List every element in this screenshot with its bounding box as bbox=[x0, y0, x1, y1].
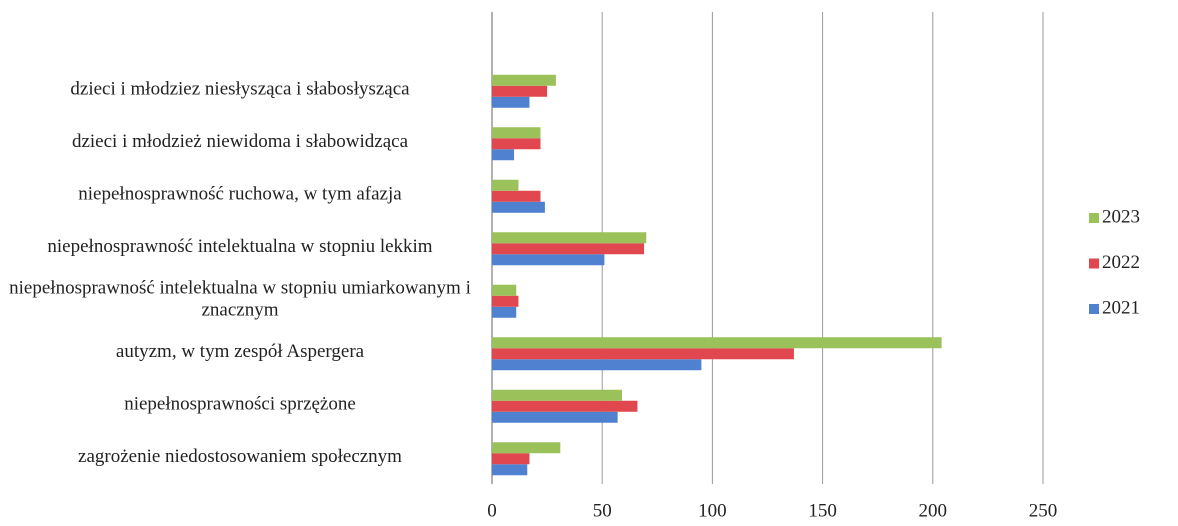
bar bbox=[492, 453, 530, 465]
bar bbox=[492, 389, 623, 401]
y-tick-label: niepełnosprawność intelektualna w stopni… bbox=[9, 278, 471, 321]
y-tick-label: niepełnosprawność ruchowa, w tym afazja bbox=[78, 184, 402, 205]
bar bbox=[492, 359, 702, 371]
bar bbox=[492, 243, 645, 255]
bar bbox=[492, 400, 638, 412]
bar bbox=[492, 442, 561, 454]
legend-swatch bbox=[1089, 213, 1099, 223]
bar bbox=[492, 138, 541, 150]
bar bbox=[492, 179, 519, 191]
y-tick-label: niepełnosprawność intelektualna w stopni… bbox=[47, 236, 432, 257]
y-tick-label: autyzm, w tym zespół Aspergera bbox=[116, 341, 365, 362]
legend-swatch bbox=[1089, 304, 1099, 314]
bar bbox=[492, 464, 528, 476]
bar bbox=[492, 201, 545, 213]
bar bbox=[492, 254, 605, 266]
bar bbox=[492, 74, 556, 86]
x-tick-label: 150 bbox=[808, 500, 837, 521]
bar bbox=[492, 306, 517, 318]
x-tick-label: 0 bbox=[487, 500, 497, 521]
y-tick-label: niepełnosprawności sprzężone bbox=[124, 394, 356, 415]
legend-label: 2022 bbox=[1102, 252, 1140, 273]
legend-swatch bbox=[1089, 258, 1099, 269]
bar bbox=[492, 127, 541, 139]
bar bbox=[492, 411, 618, 423]
bar bbox=[492, 232, 647, 244]
bar bbox=[492, 348, 794, 360]
y-tick-label: dzieci i młodziez niesłysząca i słabosły… bbox=[70, 79, 410, 100]
bar bbox=[492, 85, 548, 97]
bar bbox=[492, 190, 541, 202]
bar bbox=[492, 337, 942, 349]
bar bbox=[492, 295, 519, 307]
bar bbox=[492, 284, 517, 296]
x-tick-label: 50 bbox=[593, 500, 612, 521]
bar bbox=[492, 96, 530, 108]
y-tick-label: dzieci i młodzież niewidoma i słabowidzą… bbox=[72, 131, 409, 152]
x-tick-label: 250 bbox=[1029, 500, 1058, 521]
x-tick-label: 100 bbox=[698, 500, 727, 521]
x-tick-label: 200 bbox=[919, 500, 948, 521]
bar bbox=[492, 149, 515, 161]
legend-label: 2021 bbox=[1102, 297, 1140, 318]
legend-label: 2023 bbox=[1102, 206, 1140, 227]
y-tick-label: zagrożenie niedostosowaniem społecznym bbox=[78, 446, 402, 467]
